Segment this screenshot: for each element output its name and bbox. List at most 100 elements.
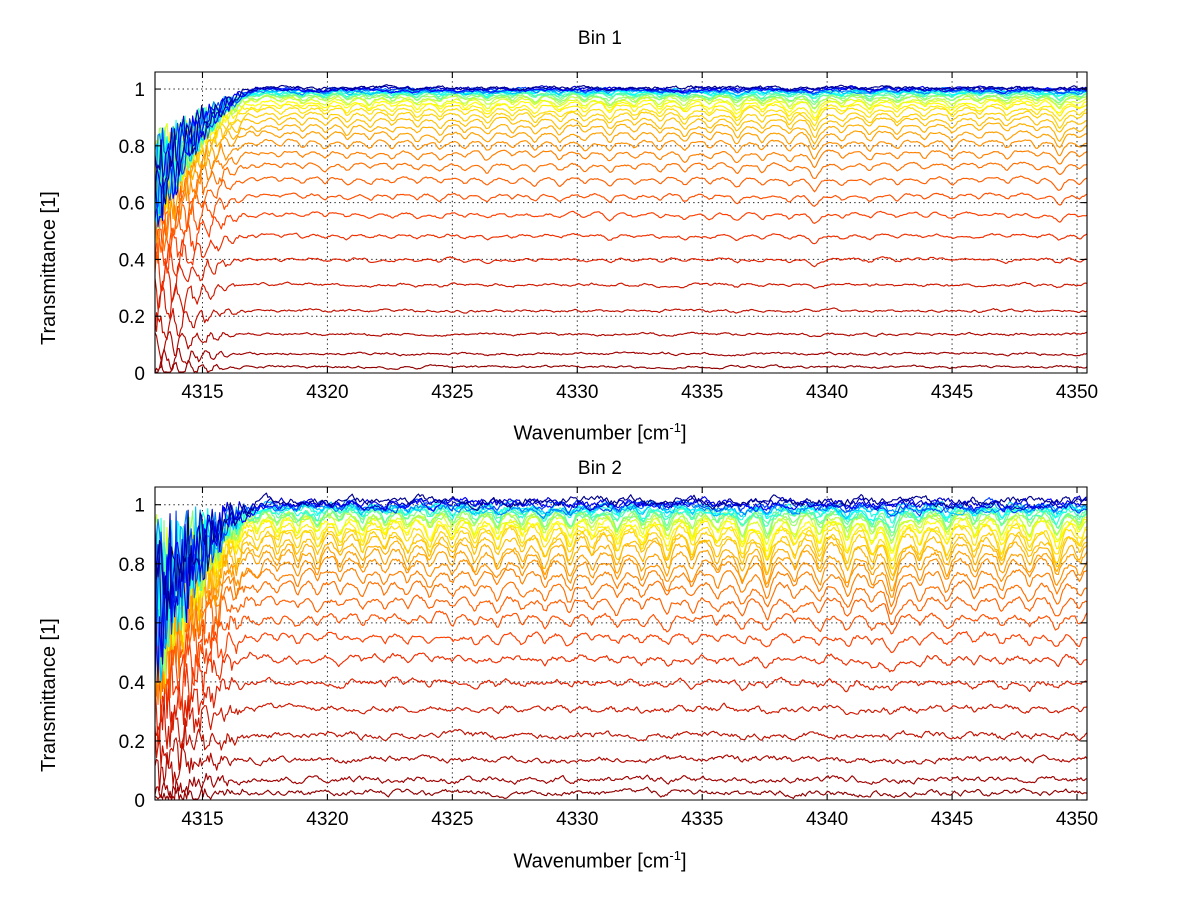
spectrum-trace [155, 772, 1087, 800]
x-tick-label: 4345 [931, 809, 973, 830]
y-tick-label: 0.2 [119, 307, 145, 328]
gridlines [155, 72, 1087, 373]
x-tick-label: 4335 [681, 382, 723, 403]
bin2-x-axis-label: Wavenumber [cm-1] [0, 848, 1200, 874]
bin2-y-axis-label-text: Transmittance [1] [38, 618, 60, 772]
bin1-plot-area: 4315 4320 4325 4330 4335 4340 4345 4350 0 0.2 0.4 0… [119, 71, 1098, 403]
spectrum-trace [155, 102, 1087, 208]
spectrum-trace [155, 563, 1087, 690]
y-tick-label: 0.6 [119, 194, 145, 215]
spectrum-trace [155, 122, 1087, 211]
spectrum-trace [155, 281, 1087, 332]
spectrum-trace [155, 360, 1087, 373]
axis-ticks: 4315 4320 4325 4330 4335 4340 4345 4350 0 0.2 0.4 0… [119, 487, 1098, 830]
bin1-x-axis-label: Wavenumber [cm-1] [0, 420, 1200, 446]
panel-bin1: Bin 1 4315 4320 4325 4330 4335 4340 4345 4350 0 0… [0, 28, 1200, 446]
x-tick-label: 4350 [1056, 382, 1098, 403]
spectrum-trace [155, 232, 1087, 293]
x-tick-label: 4350 [1056, 809, 1098, 830]
spectrum-trace [155, 347, 1087, 373]
spectrum-trace [155, 115, 1087, 229]
x-tick-label: 4320 [306, 809, 348, 830]
spectra-traces [155, 492, 1087, 800]
spectrum-trace [155, 519, 1087, 685]
spectrum-trace [155, 497, 1087, 680]
spectrum-trace [155, 567, 1087, 694]
x-tick-label: 4315 [181, 809, 223, 830]
x-tick-label: 4340 [806, 809, 848, 830]
bin2-y-axis-label: Transmittance [1] [38, 618, 61, 772]
spectrum-trace [155, 610, 1087, 724]
spectrum-trace [155, 785, 1087, 800]
spectrum-trace [155, 525, 1087, 685]
x-tick-label: 4330 [556, 809, 598, 830]
spectrum-trace [155, 175, 1087, 260]
spectra-traces [155, 84, 1087, 373]
spectrum-trace [155, 331, 1087, 361]
spectrum-trace [155, 110, 1087, 214]
spectrum-trace [155, 161, 1087, 252]
spectrum-trace [155, 87, 1087, 215]
spectrum-trace [155, 649, 1087, 720]
y-tick-label: 0.4 [119, 673, 146, 694]
spectrum-trace [155, 696, 1087, 759]
x-tick-label: 4315 [181, 382, 223, 403]
y-tick-label: 0.8 [119, 137, 145, 158]
bin1-x-axis-label-exponent: -1 [669, 420, 681, 435]
y-tick-label: 0.4 [119, 250, 146, 271]
y-tick-label: 1 [134, 80, 145, 101]
spectrum-trace [155, 492, 1087, 682]
axis-ticks: 4315 4320 4325 4330 4335 4340 4345 4350 0 0.2 0.4 0… [119, 72, 1098, 403]
bin2-x-axis-label-tail: ] [680, 850, 687, 873]
panel-bin2: Bin 2 4315 4320 4325 4330 4335 4340 4345 4350 0 0… [0, 446, 1200, 901]
spectrum-trace [155, 546, 1087, 700]
axis-box [154, 71, 1088, 374]
spectrum-trace [155, 590, 1087, 700]
spectrum-trace [155, 210, 1087, 274]
bin1-x-axis-label-text: Wavenumber [cm [513, 422, 670, 445]
spectrum-trace [155, 92, 1087, 202]
spectrum-trace [155, 495, 1087, 665]
spectrum-trace [155, 130, 1087, 221]
bin2-x-axis-label-exponent: -1 [669, 848, 681, 863]
spectrum-trace [155, 192, 1087, 274]
x-tick-label: 4340 [806, 382, 848, 403]
y-tick-label: 1 [134, 496, 145, 517]
spectrum-trace [155, 95, 1087, 196]
y-tick-label: 0.6 [119, 614, 145, 635]
panel-bin2-title: Bin 2 [577, 458, 623, 479]
x-tick-label: 4345 [931, 382, 973, 403]
spectrum-trace [155, 94, 1087, 210]
spectrum-trace [155, 99, 1087, 209]
spectrum-trace [155, 256, 1087, 310]
y-tick-label: 0.2 [119, 732, 145, 753]
spectrum-trace [155, 625, 1087, 711]
spectrum-trace [155, 721, 1087, 771]
spectrum-trace [155, 105, 1087, 213]
spectrum-trace [155, 498, 1087, 668]
y-tick-label: 0.8 [119, 555, 145, 576]
spectrum-trace [155, 84, 1087, 205]
spectrum-trace [155, 533, 1087, 700]
x-tick-label: 4325 [431, 382, 473, 403]
x-tick-label: 4325 [431, 809, 473, 830]
x-tick-label: 4335 [681, 809, 723, 830]
bin2-plot-area: 4315 4320 4325 4330 4335 4340 4345 4350 0 0.2 0.4 0… [119, 486, 1098, 830]
spectrum-trace [155, 138, 1087, 244]
spectrum-trace [155, 555, 1087, 704]
bin1-y-axis-label: Transmittance [1] [38, 191, 61, 345]
x-tick-label: 4330 [556, 382, 598, 403]
bin1-y-axis-label-text: Transmittance [1] [38, 191, 60, 345]
panel-bin1-title: Bin 1 [577, 28, 623, 49]
spectrum-trace [155, 512, 1087, 650]
bin1-x-axis-label-tail: ] [680, 422, 687, 445]
spectrum-trace [155, 744, 1087, 792]
spectrum-trace [155, 85, 1087, 222]
bin2-x-axis-label-text: Wavenumber [cm [513, 850, 670, 873]
spectrum-trace [155, 672, 1087, 749]
x-tick-label: 4320 [306, 382, 348, 403]
y-tick-label: 0 [134, 791, 145, 812]
spectrum-trace [155, 149, 1087, 239]
spectrum-trace [155, 523, 1087, 647]
